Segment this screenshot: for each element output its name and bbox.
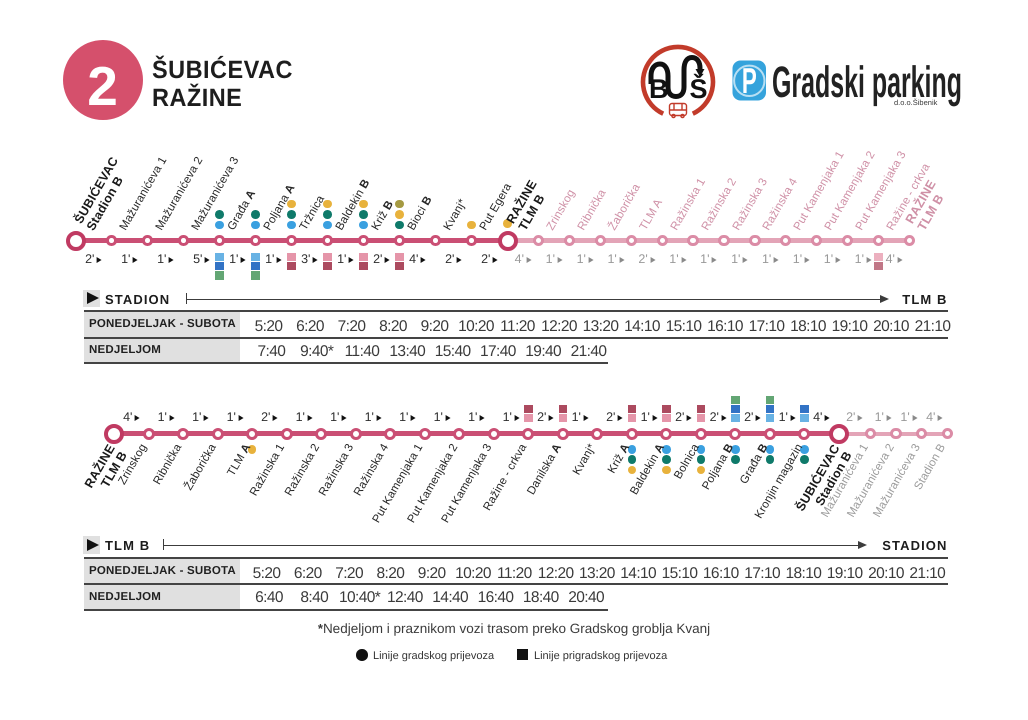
svg-text:Š: Š (690, 73, 708, 104)
svg-text:P: P (742, 60, 757, 101)
svg-text:B: B (649, 74, 669, 104)
